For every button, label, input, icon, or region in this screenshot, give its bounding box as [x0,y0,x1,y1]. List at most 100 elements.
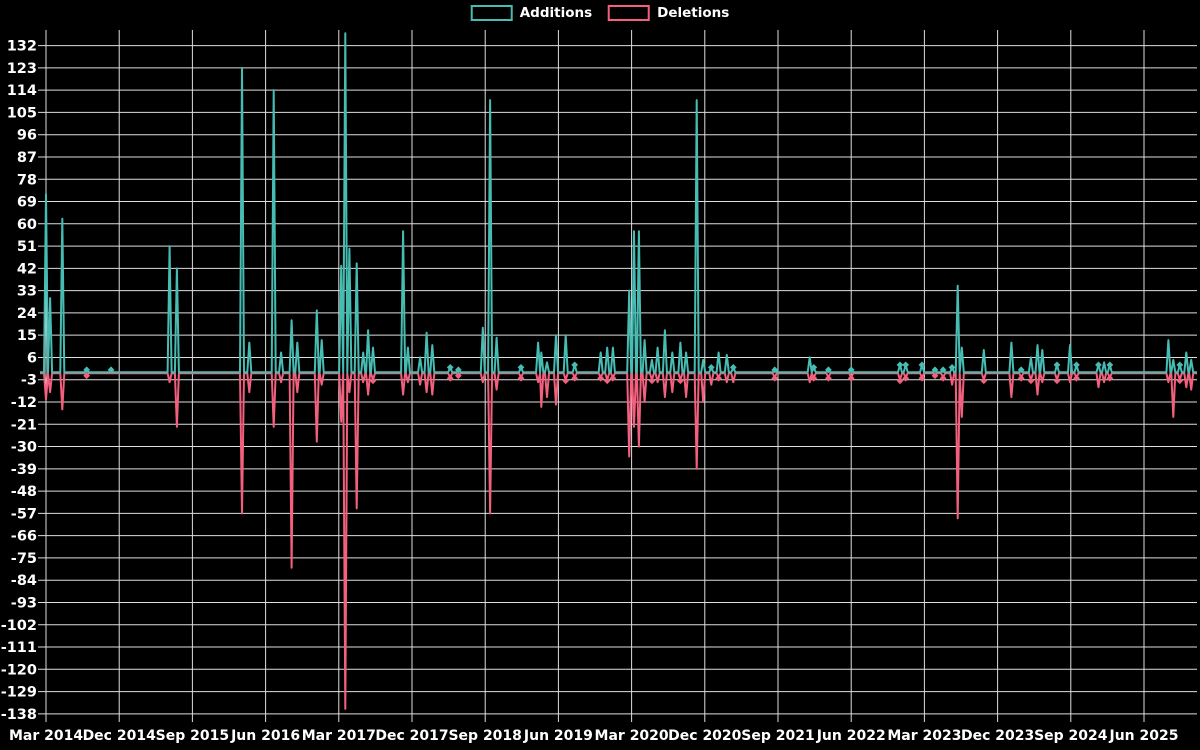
y-tick-label: -75 [11,551,37,567]
y-tick-label: -30 [11,440,37,456]
data-point-marker [918,374,926,382]
data-point-marker [980,377,988,385]
x-tick-label: Sep 2024 [1034,728,1108,744]
data-point-marker [1017,374,1025,382]
data-point-marker [939,374,947,382]
y-tick-label: -129 [1,685,37,701]
data-point-marker [810,374,818,382]
additions-swatch-icon [470,5,513,21]
data-point-marker [677,377,684,385]
data-point-marker [1106,374,1114,382]
data-point-marker [597,374,605,382]
data-point-marker [1176,361,1184,369]
y-tick-label: 33 [17,284,37,300]
y-tick-label: 6 [27,350,37,366]
data-point-marker [1073,361,1080,369]
legend-label-deletions: Deletions [657,5,730,21]
data-point-marker [1053,377,1061,385]
deletions-swatch-icon [608,5,651,21]
y-tick-label: -3 [21,373,37,389]
data-point-marker [931,366,939,374]
data-point-marker [771,366,779,374]
y-tick-label: -111 [1,640,37,656]
data-point-marker [825,374,832,382]
data-point-marker [562,377,570,385]
data-point-marker [1106,361,1114,369]
x-tick-label: Jun 2022 [816,728,886,744]
y-tick-label: -120 [1,662,37,678]
x-tick-label: Mar 2023 [887,728,961,744]
data-point-marker [454,372,462,380]
data-point-marker [939,366,947,374]
x-tick-label: Mar 2014 [9,728,83,744]
y-tick-label: 96 [17,128,37,144]
data-point-marker [896,361,904,369]
legend-label-additions: Additions [519,5,593,21]
data-point-marker [1053,361,1061,369]
x-tick-label: Mar 2020 [595,728,669,744]
data-point-marker [896,377,904,385]
x-tick-label: Jun 2025 [1109,728,1179,744]
legend-item-additions[interactable]: Additions [470,5,593,21]
additions-line [40,32,1197,374]
data-point-marker [1073,374,1080,382]
data-point-marker [931,372,939,380]
x-tick-label: Sep 2021 [741,728,814,744]
data-point-marker [571,361,579,369]
x-tick-label: Jun 2016 [230,728,300,744]
data-point-marker [83,366,91,374]
data-point-marker [1027,377,1035,385]
y-tick-label: 15 [17,328,37,344]
legend-item-deletions[interactable]: Deletions [608,5,729,21]
data-point-marker [707,363,715,371]
data-point-marker [571,374,579,382]
data-point-marker [847,366,855,374]
chart-legend: Additions Deletions [470,5,729,21]
y-tick-label: -138 [1,707,37,723]
y-tick-label: -39 [11,462,37,478]
y-tick-label: 123 [7,61,37,77]
x-tick-label: Dec 2017 [375,728,448,744]
data-point-marker [446,374,454,382]
y-tick-label: -48 [11,484,37,500]
data-point-marker [107,366,115,374]
y-tick-label: -102 [1,618,37,634]
x-tick-label: Mar 2017 [302,728,376,744]
data-point-marker [729,363,737,371]
y-tick-label: 42 [17,261,37,277]
data-point-marker [715,374,723,382]
y-tick-label: 60 [17,217,37,233]
data-point-marker [603,377,611,385]
y-tick-label: 51 [17,239,37,255]
y-tick-label: -21 [11,417,37,433]
x-tick-label: Sep 2015 [156,728,229,744]
data-point-marker [1017,366,1025,374]
data-point-marker [847,374,855,382]
y-tick-label: -66 [11,529,37,545]
data-point-marker [83,372,91,380]
y-tick-label: -84 [11,573,37,589]
x-tick-label: Sep 2018 [448,728,521,744]
data-point-marker [810,363,818,371]
y-tick-label: 114 [7,83,37,99]
x-tick-label: Dec 2020 [668,728,742,744]
data-point-marker [771,374,779,382]
x-tick-label: Dec 2023 [961,728,1034,744]
y-tick-label: 132 [7,39,37,55]
data-point-marker [454,366,462,374]
data-point-marker [902,374,910,382]
data-point-marker [1176,377,1184,385]
data-point-marker [369,377,377,385]
data-point-marker [609,374,617,382]
data-point-marker [517,374,525,382]
x-tick-label: Dec 2014 [83,728,157,744]
y-tick-label: -12 [11,395,37,411]
x-tick-label: Jun 2019 [523,728,593,744]
data-point-marker [948,363,956,371]
y-tick-label: -93 [11,595,37,611]
y-tick-label: 24 [17,306,37,322]
y-tick-label: 105 [7,105,37,121]
data-point-marker [918,361,926,369]
data-point-marker [446,363,454,371]
